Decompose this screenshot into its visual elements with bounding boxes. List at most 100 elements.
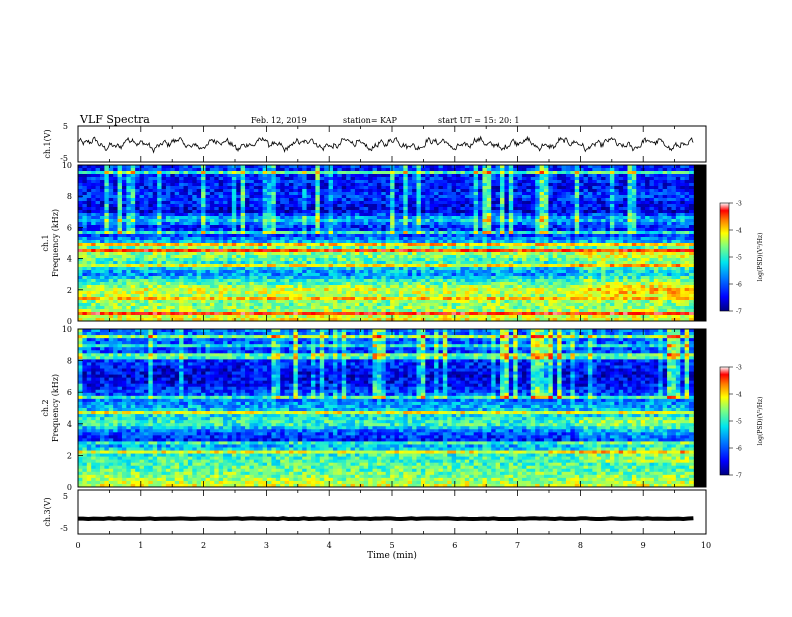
spectrogram-cell xyxy=(605,261,611,265)
spectrogram-cell xyxy=(667,186,672,190)
spectrogram-cell xyxy=(227,195,233,199)
spectrogram-cell xyxy=(126,204,132,208)
spectrogram-cell xyxy=(675,234,681,238)
spectrogram-cell xyxy=(289,201,294,205)
spectrogram-cell xyxy=(565,252,571,256)
spectrogram-cell xyxy=(636,249,642,253)
spectrogram-cell xyxy=(381,195,387,199)
spectrogram-cell xyxy=(486,234,492,238)
spectrogram-cell xyxy=(517,201,523,205)
spectrogram-cell xyxy=(464,189,470,193)
spectrogram-cell xyxy=(223,267,228,271)
spectrogram-cell xyxy=(130,198,136,202)
spectrogram-cell xyxy=(561,216,567,220)
spectrogram-cell xyxy=(425,183,431,187)
spectrogram-cell xyxy=(460,261,466,265)
spectrogram-cell xyxy=(350,198,356,202)
spectrogram-cell xyxy=(271,240,277,244)
spectrogram-cell xyxy=(548,234,554,238)
spectrogram-cell xyxy=(460,252,466,256)
spectrogram-cell xyxy=(121,186,127,190)
spectrogram-cell xyxy=(231,240,237,244)
spectrogram-cell xyxy=(289,180,294,184)
spectrogram-cell xyxy=(121,180,127,184)
spectrogram-cell xyxy=(104,234,110,238)
spectrogram-cell xyxy=(227,216,233,220)
spectrogram-cell xyxy=(460,189,466,193)
spectrogram-cell xyxy=(680,249,686,253)
spectrogram-cell xyxy=(486,213,492,217)
spectrogram-cell xyxy=(583,201,589,205)
spectrogram-cell xyxy=(671,183,677,187)
spectrogram-cell xyxy=(504,222,510,226)
spectrogram-cell xyxy=(495,222,501,226)
spectrogram-cell xyxy=(473,261,479,265)
spectrogram-cell xyxy=(135,186,140,190)
spectrogram-cell xyxy=(91,258,96,262)
spectrogram-cell xyxy=(425,237,431,241)
spectrogram-cell xyxy=(412,228,417,232)
spectrogram-cell xyxy=(130,264,136,268)
spectrogram-cell xyxy=(460,174,466,178)
spectrogram-cell xyxy=(526,201,532,205)
spectrogram-cell xyxy=(214,171,220,175)
spectrogram-cell xyxy=(161,177,167,181)
spectrogram-cell xyxy=(631,231,637,235)
spectrogram-cell xyxy=(456,165,461,169)
spectrogram-cell xyxy=(680,192,686,196)
spectrogram-cell xyxy=(416,183,422,187)
spectrogram-cell xyxy=(456,183,461,187)
spectrogram-cell xyxy=(623,243,628,247)
spectrogram-cell xyxy=(214,237,220,241)
spectrogram-cell xyxy=(539,249,545,253)
spectrogram-cell xyxy=(165,186,171,190)
spectrogram-cell xyxy=(201,198,206,202)
spectrogram-cell xyxy=(645,177,650,181)
spectrogram-cell xyxy=(680,165,686,169)
spectrogram-cell xyxy=(508,219,514,223)
spectrogram-cell xyxy=(464,177,470,181)
spectrogram-cell xyxy=(495,201,501,205)
spectrogram-cell xyxy=(227,237,233,241)
spectrogram-cell xyxy=(645,243,650,247)
spectrogram-cell xyxy=(143,207,149,211)
spectrogram-cell xyxy=(390,222,395,226)
spectrogram-cell xyxy=(209,246,215,250)
spectrogram-cell xyxy=(157,219,162,223)
spectrogram-cell xyxy=(324,243,329,247)
spectrogram-cell xyxy=(280,213,286,217)
spectrogram-cell xyxy=(209,267,215,271)
spectrogram-cell xyxy=(214,216,220,220)
spectrogram-cell xyxy=(583,243,589,247)
spectrogram-cell xyxy=(385,180,391,184)
spectrogram-cell xyxy=(394,189,400,193)
spectrogram-cell xyxy=(570,216,576,220)
spectrogram-cell xyxy=(359,198,365,202)
spectrogram-cell xyxy=(196,177,202,181)
spectrogram-cell xyxy=(302,234,307,238)
spectrogram-cell xyxy=(592,246,598,250)
spectrogram-cell xyxy=(478,222,483,226)
spectrogram-cell xyxy=(86,249,92,253)
spectrogram-cell xyxy=(570,192,576,196)
spectrogram-cell xyxy=(645,237,650,241)
spectrogram-cell xyxy=(143,252,149,256)
spectrogram-cell xyxy=(684,225,690,229)
spectrogram-cell xyxy=(478,255,483,259)
spectrogram-cell xyxy=(574,243,580,247)
spectrogram-cell xyxy=(363,210,369,214)
spectrogram-cell xyxy=(609,204,615,208)
spectrogram-cell xyxy=(337,177,343,181)
spectrogram-cell xyxy=(249,234,255,238)
spectrogram-cell xyxy=(478,207,483,211)
spectrogram-cell xyxy=(535,249,540,253)
spectrogram-cell xyxy=(82,201,88,205)
spectrogram-cell xyxy=(135,231,140,235)
spectrogram-cell xyxy=(447,264,453,268)
spectrogram-cell xyxy=(209,225,215,229)
spectrogram-cell xyxy=(645,204,650,208)
spectrogram-cell xyxy=(253,267,259,271)
spectrogram-cell xyxy=(618,168,624,172)
spectrogram-cell xyxy=(429,210,435,214)
spectrogram-cell xyxy=(346,228,351,232)
